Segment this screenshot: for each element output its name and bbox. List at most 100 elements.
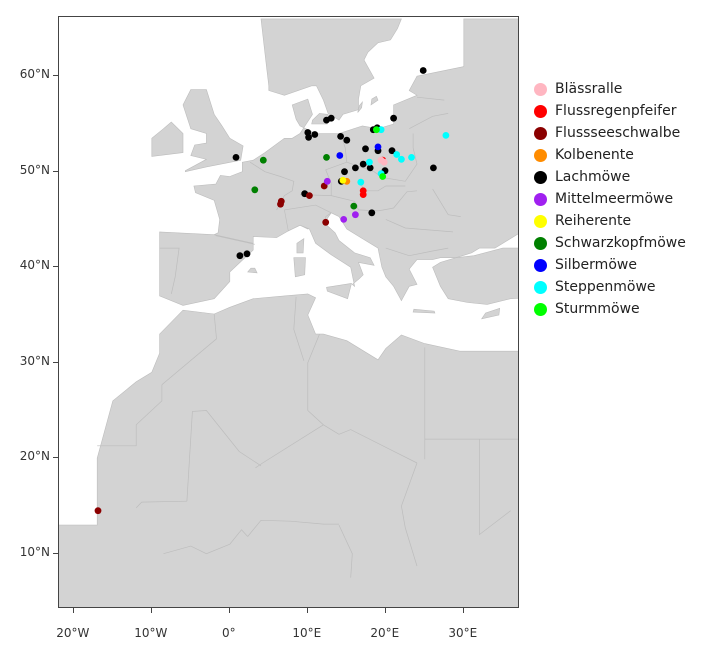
point-lachmöwe: [337, 133, 344, 140]
point-flussseeschwalbe: [94, 507, 102, 515]
legend-item: Sturmmöwe: [534, 298, 686, 320]
point-steppenmöwe: [408, 154, 415, 161]
point-reiherente: [339, 176, 347, 184]
landmass-8: [151, 121, 184, 157]
land-layer: [59, 18, 518, 607]
legend-item: Lachmöwe: [534, 166, 686, 188]
border-line-10: [409, 113, 449, 130]
map-canvas: [59, 18, 518, 607]
landmass-2: [193, 18, 518, 302]
point-lachmöwe: [236, 252, 244, 260]
lon-tick-label: 20°E: [370, 626, 400, 640]
border-line-8: [385, 219, 453, 233]
point-lachmöwe: [390, 114, 397, 122]
point-mittelmeermöwe: [323, 177, 331, 185]
border-line-25: [479, 439, 511, 536]
border-line-21: [135, 500, 187, 509]
lon-tick-label: 0°: [221, 626, 236, 640]
border-line-6: [331, 190, 418, 212]
point-lachmöwe: [327, 114, 335, 122]
border-line-19: [255, 424, 324, 469]
legend-item: Kolbenente: [534, 144, 686, 166]
legend-swatch: [534, 302, 547, 316]
point-schwarzkopfmöwe: [259, 156, 267, 164]
lat-tick-label: 20°N: [19, 449, 50, 464]
legend-swatch: [534, 170, 547, 184]
point-lachmöwe: [305, 133, 312, 141]
landmass-15: [481, 307, 501, 320]
point-steppenmöwe: [366, 158, 373, 166]
landmass-3: [284, 204, 375, 288]
legend-label: Schwarzkopfmöwe: [555, 235, 686, 251]
lon-tick-mark: [306, 608, 308, 613]
legend-label: Steppenmöwe: [555, 279, 656, 295]
border-line-23: [338, 524, 353, 578]
lat-tick-label: 10°N: [19, 544, 50, 559]
point-flussseeschwalbe: [306, 192, 313, 200]
lat-tick-label: 40°N: [19, 258, 50, 273]
point-lachmöwe: [430, 164, 437, 172]
landmass-11: [370, 95, 379, 106]
map-panel: [58, 16, 519, 608]
point-lachmöwe: [359, 160, 367, 168]
landmass-5: [293, 257, 306, 278]
point-mittelmeermöwe: [352, 211, 359, 219]
lat-tick-mark: [53, 170, 58, 172]
lon-tick-mark: [150, 608, 152, 613]
legend-item: Schwarzkopfmöwe: [534, 232, 686, 254]
lat-tick-label: 60°N: [19, 67, 50, 82]
legend-swatch: [534, 82, 547, 96]
point-sturmmöwe: [379, 173, 387, 180]
legend-item: Blässralle: [534, 78, 686, 100]
legend-label: Flussregenpfeifer: [555, 103, 677, 119]
legend-label: Blässralle: [555, 81, 623, 97]
legend-swatch: [534, 236, 547, 250]
legend-swatch: [534, 214, 547, 228]
point-lachmöwe: [243, 250, 251, 258]
lon-tick-mark: [72, 608, 74, 613]
point-steppenmöwe: [398, 155, 405, 163]
point-silbermöwe: [336, 152, 344, 159]
legend-item: Flussregenpfeifer: [534, 100, 686, 122]
legend-swatch: [534, 148, 547, 162]
border-line-2: [249, 161, 295, 211]
point-lachmöwe: [388, 147, 396, 155]
border-line-9: [385, 247, 449, 257]
landmass-4: [326, 283, 352, 300]
point-steppenmöwe: [377, 126, 385, 134]
lat-tick-mark: [53, 75, 58, 77]
border-line-11: [416, 96, 445, 101]
point-sturmmöwe: [373, 126, 380, 134]
legend-item: Flussseeschwalbe: [534, 122, 686, 144]
lat-tick-mark: [53, 361, 58, 363]
border-line-7: [432, 188, 461, 217]
point-mittelmeermöwe: [340, 216, 348, 223]
point-silbermöwe: [374, 143, 382, 151]
border-line-0: [215, 235, 255, 245]
border-line-20: [186, 410, 262, 502]
legend-swatch: [534, 192, 547, 206]
legend-item: Mittelmeermöwe: [534, 188, 686, 210]
point-lachmöwe: [366, 164, 374, 172]
point-steppenmöwe: [357, 178, 365, 186]
point-lachmöwe: [368, 209, 376, 217]
point-lachmöwe: [341, 168, 348, 176]
legend-swatch: [534, 104, 547, 118]
observation-points: [94, 67, 450, 515]
lon-tick-label: 30°E: [448, 626, 478, 640]
point-schwarzkopfmöwe: [323, 154, 330, 161]
legend-label: Kolbenente: [555, 147, 634, 163]
lon-tick-mark: [462, 608, 464, 613]
legend-label: Mittelmeermöwe: [555, 191, 674, 207]
border-line-26: [163, 529, 248, 555]
border-line-13: [97, 384, 163, 447]
lat-tick-label: 30°N: [19, 353, 50, 368]
legend-label: Sturmmöwe: [555, 301, 640, 317]
landmass-9: [260, 18, 402, 121]
point-lachmöwe: [311, 131, 319, 138]
border-line-24: [401, 462, 418, 567]
lat-tick-mark: [53, 266, 58, 268]
point-lachmöwe: [352, 164, 359, 172]
point-steppenmöwe: [393, 151, 401, 158]
legend-item: Steppenmöwe: [534, 276, 686, 298]
